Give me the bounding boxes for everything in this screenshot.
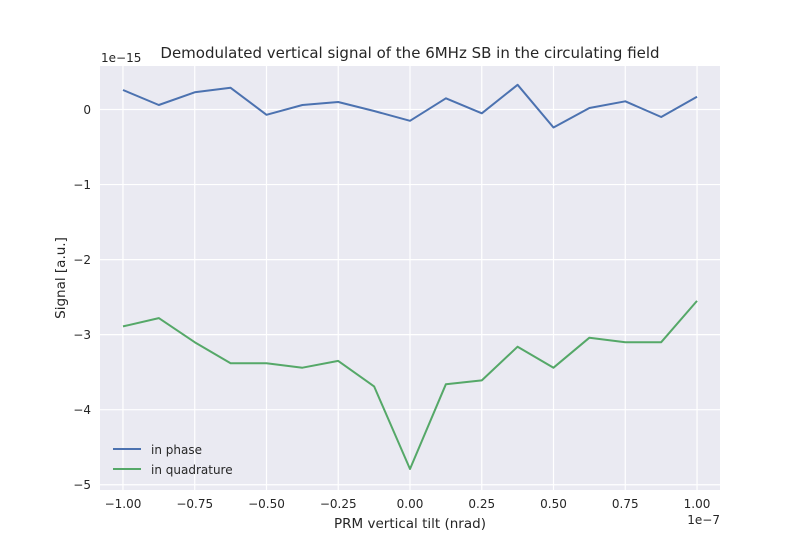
series-layer (122, 83, 698, 470)
legend-label-in-quadrature: in quadrature (151, 463, 233, 477)
series-line-in-phase (122, 83, 698, 129)
x-tick-label: −0.25 (320, 497, 357, 511)
x-tick-label: −0.50 (248, 497, 285, 511)
y-tick-label: −4 (73, 403, 91, 417)
y-axis-label: Signal [a.u.] (53, 237, 69, 319)
legend: in phase in quadrature (113, 443, 233, 477)
legend-label-in-phase: in phase (151, 443, 202, 457)
x-tick-label: 1.00 (684, 497, 711, 511)
x-tick-label: −0.75 (176, 497, 213, 511)
x-axis-label: PRM vertical tilt (nrad) (334, 516, 486, 532)
x-tick-label: 0.50 (540, 497, 567, 511)
y-tick-label: −2 (73, 253, 91, 267)
x-offset-text: 1e−7 (687, 513, 720, 527)
x-tick-label: −1.00 (105, 497, 142, 511)
x-tick-label: 0.25 (468, 497, 495, 511)
chart-title: Demodulated vertical signal of the 6MHz … (160, 44, 659, 62)
y-tick-label: −5 (73, 478, 91, 492)
y-tick-label: −3 (73, 328, 91, 342)
y-tick-label: 0 (83, 103, 91, 117)
x-tick-label: 0.75 (612, 497, 639, 511)
y-axis-ticks: −5 −4 −3 −2 −1 0 (73, 103, 91, 492)
x-axis-ticks: −1.00 −0.75 −0.50 −0.25 0.00 0.25 0.50 0.75 1.00 (105, 497, 711, 511)
x-tick-label: 0.00 (397, 497, 424, 511)
series-line-in-quadrature (122, 300, 698, 470)
y-tick-label: −1 (73, 178, 91, 192)
y-offset-text: 1e−15 (101, 51, 141, 65)
grid (100, 66, 720, 490)
